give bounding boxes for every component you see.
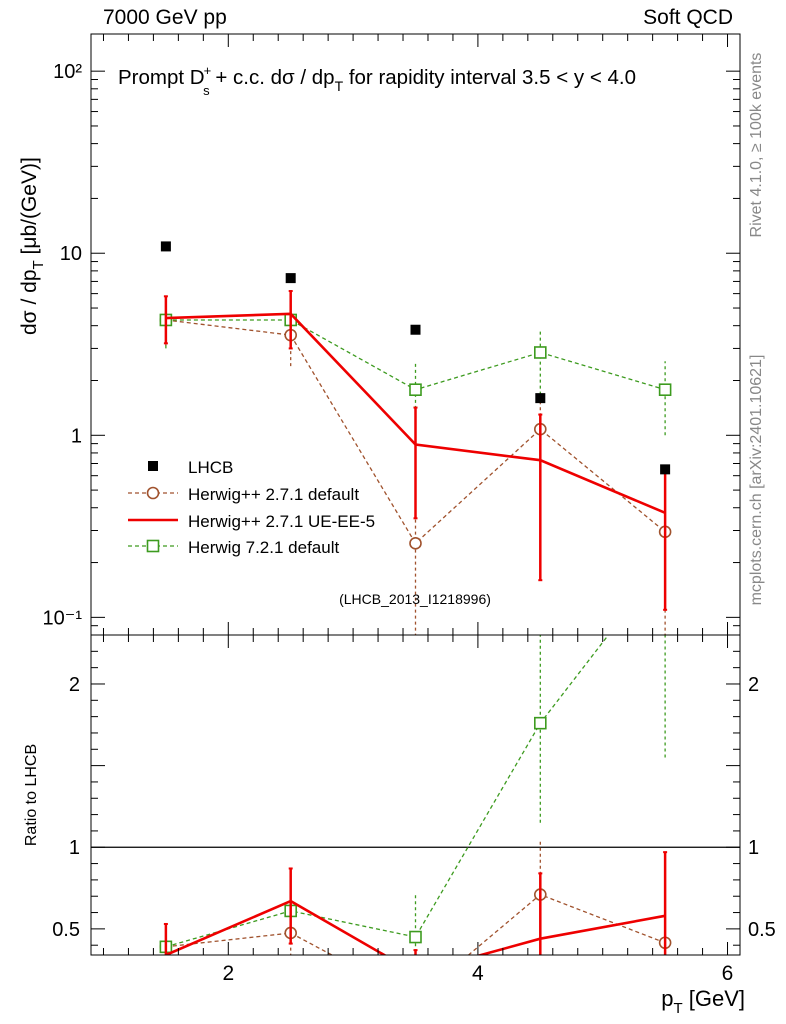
- y-tick-label: 10⁻¹: [43, 607, 83, 629]
- x-axis-label: pT [GeV]: [661, 986, 745, 1017]
- header-right: Soft QCD: [643, 6, 733, 29]
- header-left: 7000 GeV pp: [103, 6, 227, 29]
- y-tick-label-right: 1: [748, 837, 759, 859]
- ratio-herwigpp-default-line: [165, 893, 666, 955]
- ratio-herwigpp-default-point: [410, 994, 421, 1005]
- main-herwig7-default-point: [658, 383, 672, 396]
- y-tick-label: 1: [71, 425, 82, 447]
- legend-entry-herwigpp-ueee5: Herwig++ 2.7.1 UE-EE-5: [128, 512, 375, 531]
- ratio-herwig7-default-point: [409, 930, 422, 944]
- legend-label-lhcb: LHCB: [188, 458, 233, 477]
- legend-marker-herwigpp-default: [146, 486, 160, 500]
- main-lhcb-point: [410, 324, 421, 335]
- legend-entry-herwigpp-default: Herwig++ 2.7.1 default: [128, 485, 359, 504]
- legend-label-herwig7-default: Herwig 7.2.1 default: [188, 538, 339, 557]
- main-y-axis-label: dσ / dpT [μb/(GeV)]: [18, 157, 47, 335]
- main-herwig7-default-point: [534, 346, 547, 359]
- plot-title: Prompt D+ s + c.c. dσ / dpT for rapidity …: [118, 63, 636, 98]
- main-lhcb-point: [660, 464, 671, 475]
- side-label-top: Rivet 4.1.0, ≥ 100k events: [748, 52, 765, 238]
- main-lhcb-point: [535, 393, 546, 404]
- legend-entry-lhcb: LHCB: [148, 458, 233, 477]
- legend-label-herwigpp-ueee5: Herwig++ 2.7.1 UE-EE-5: [188, 512, 375, 531]
- main-herwig7-default-point: [409, 383, 422, 396]
- y-tick-label-right: 2: [748, 674, 759, 696]
- y-tick-label-right: 0.5: [748, 919, 776, 941]
- y-tick-label: 10²: [53, 61, 82, 83]
- legend-label-herwigpp-default: Herwig++ 2.7.1 default: [188, 485, 359, 504]
- main-lhcb-point: [160, 241, 171, 252]
- x-tick-label: 2: [222, 962, 234, 985]
- analysis-watermark: (LHCB_2013_I1218996): [339, 591, 491, 607]
- main-herwigpp-default-line: [165, 319, 666, 545]
- ratio-herwig7-default-line: [165, 635, 610, 948]
- x-tick-label: 4: [472, 962, 484, 985]
- ratio-herwig7-default-point: [534, 716, 547, 730]
- ratio-plot-frame: [90, 634, 741, 956]
- main-lhcb-point: [285, 273, 296, 284]
- y-tick-label-left: 2: [69, 674, 80, 696]
- legend-entry-herwig7-default: Herwig 7.2.1 default: [128, 538, 339, 557]
- main-herwigpp-default-point: [409, 537, 422, 550]
- legend-marker-herwig7-default: [146, 539, 160, 553]
- y-tick-label-left: 1: [69, 837, 80, 859]
- y-tick-label-left: 0.5: [52, 919, 80, 941]
- ratio-herwigpp-ueee5-line: [165, 899, 666, 955]
- ratio-y-axis-label: Ratio to LHCB: [23, 744, 40, 846]
- legend-marker-lhcb: [148, 461, 158, 471]
- x-tick-label: 6: [722, 962, 734, 985]
- y-tick-label: 10: [60, 243, 82, 265]
- main-herwigpp-ueee5-line: [165, 312, 666, 514]
- side-label-bottom: mcplots.cern.ch [arXiv:2401.10621]: [748, 354, 765, 606]
